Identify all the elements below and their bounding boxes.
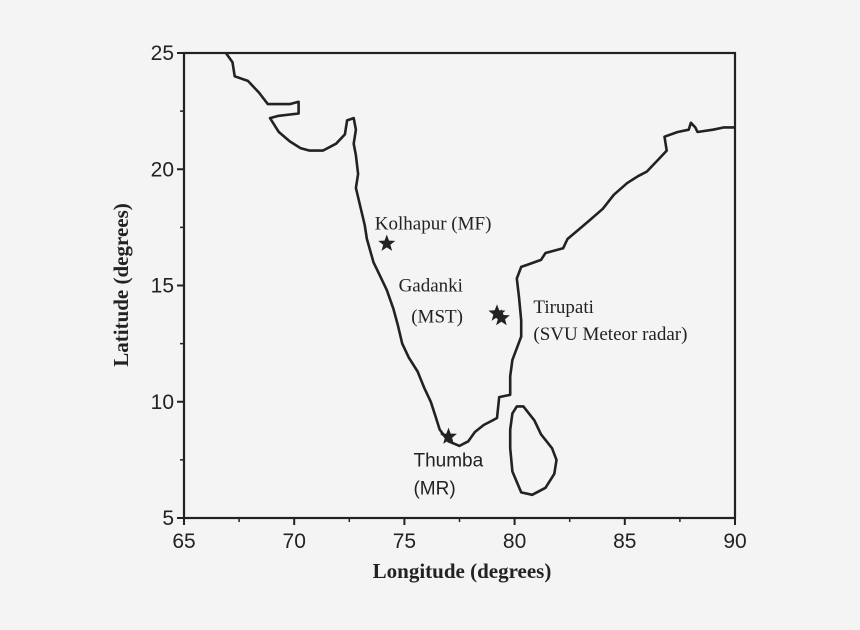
site-label: Gadanki [399,275,463,296]
sri-lanka-outline [508,405,558,497]
y-tick-label: 10 [151,391,174,414]
x-tick-label: 70 [283,530,306,553]
plot-frame [182,51,737,520]
x-tick-label: 65 [172,530,195,553]
site-star-icon [378,234,396,251]
site-label: Tirupati [533,297,594,318]
y-tick-label: 15 [151,275,174,298]
site-label: (SVU Meteor radar) [533,324,687,345]
x-tick-label: 90 [723,530,746,553]
site-label: Kolhapur (MF) [375,214,492,235]
site-star-icon [492,309,510,326]
y-tick-label: 20 [151,158,174,181]
x-tick-label: 80 [503,530,526,553]
site-star-icon [488,304,506,321]
site-label: (MST) [411,306,463,327]
x-tick-label: 75 [393,530,416,553]
x-axis-title: Longitude (degrees) [373,559,552,583]
site-star-icon [439,427,457,444]
site-label: (MR) [413,479,455,500]
y-tick-label: 25 [151,42,174,65]
x-tick-label: 85 [613,530,636,553]
india-coastline [224,52,735,448]
y-tick-label: 5 [162,507,174,530]
y-axis-title: Latitude (degrees) [109,203,133,367]
site-label: Thumba [413,451,483,472]
